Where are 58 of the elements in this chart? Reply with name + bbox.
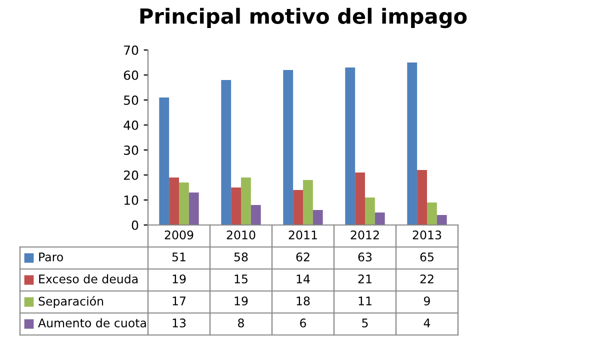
y-tick-label: 70 (124, 45, 138, 55)
bar (345, 68, 356, 225)
bar (427, 202, 437, 225)
data-label: 9 (424, 296, 430, 306)
bar (436, 215, 447, 225)
bar (407, 62, 418, 225)
data-label: 5 (362, 318, 368, 328)
bar (250, 205, 261, 225)
y-tick-label: 0 (132, 220, 138, 230)
legend-label: Aumento de cuota (38, 318, 146, 328)
x-tick-label: 2012 (350, 230, 379, 240)
legend-label: Paro (39, 252, 63, 262)
bar (231, 188, 241, 225)
data-label: 4 (424, 318, 430, 328)
bar (293, 190, 303, 225)
data-label: 11 (358, 296, 372, 306)
data-label: 13 (172, 318, 186, 328)
bar (221, 80, 232, 225)
y-tick-label: 60 (124, 70, 138, 80)
data-label: 14 (296, 274, 310, 284)
bar (417, 170, 427, 225)
bar (179, 182, 189, 225)
data-label: 18 (296, 296, 310, 306)
data-label: 6 (300, 318, 306, 328)
data-label: 62 (296, 252, 310, 262)
bar (374, 212, 385, 225)
bar (188, 192, 199, 225)
bar (169, 178, 179, 225)
y-tick-label: 40 (124, 120, 138, 130)
legend-label: Exceso de deuda (39, 274, 138, 284)
bar (159, 98, 170, 225)
x-tick-label: 2011 (288, 230, 317, 240)
data-label: 15 (234, 274, 248, 284)
chart-title: Principal motivo del impago (140, 8, 467, 28)
bar (241, 178, 251, 225)
x-tick-label: 2010 (226, 230, 256, 240)
bar (312, 210, 323, 225)
bar (355, 172, 365, 225)
data-label: 19 (172, 274, 186, 284)
y-tick-label: 20 (124, 170, 138, 180)
data-label: 58 (234, 252, 248, 262)
y-tick-label: 50 (124, 95, 138, 105)
bar (283, 70, 294, 225)
data-label: 19 (234, 296, 248, 306)
x-tick-label: 2009 (164, 230, 194, 240)
data-label: 8 (238, 318, 244, 328)
bar (365, 198, 375, 225)
data-label: 22 (420, 274, 434, 284)
data-label: 65 (420, 252, 434, 262)
y-tick-label: 10 (124, 195, 138, 205)
data-label: 17 (172, 296, 186, 306)
legend-label: Separación (38, 296, 104, 308)
data-label: 63 (358, 252, 372, 262)
data-label: 21 (358, 274, 372, 284)
y-tick-label: 30 (124, 145, 138, 155)
x-tick-label: 2013 (412, 230, 442, 240)
bar (303, 180, 313, 225)
data-label: 51 (172, 252, 186, 262)
